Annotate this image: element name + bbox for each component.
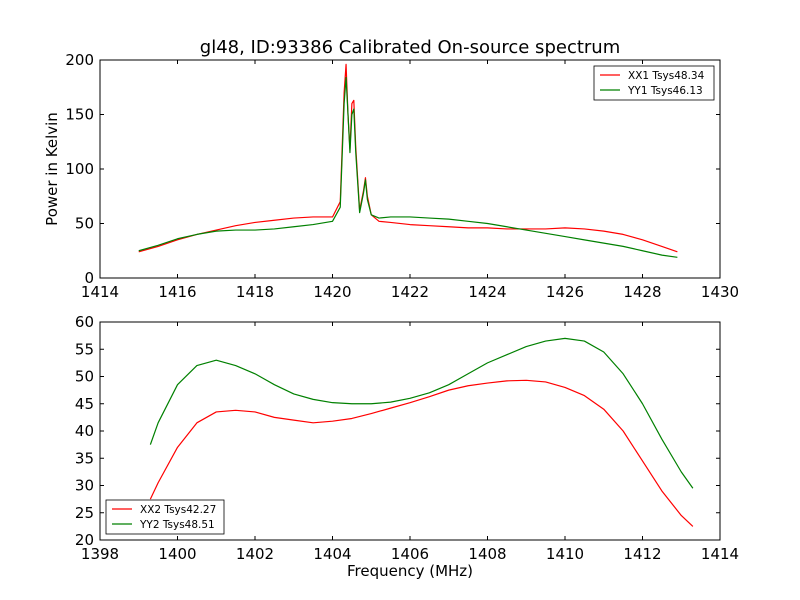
- top-ticks-layer: 1414 1416 1418 1420 1422 1424 1426 1428 1430 0 50 1…: [65, 51, 739, 301]
- top-x-tick-label: 1418: [236, 283, 274, 301]
- top-series-layer: [138, 63, 678, 258]
- bottom-y-tick-label: 20: [75, 531, 94, 549]
- top-x-tick-label: 1430: [701, 283, 739, 301]
- bottom-ticks-layer: 1398 1400 1402 1404 1406 1408 1410 1412 1414 20 25…: [75, 313, 739, 563]
- top-spectrum-panel: 1414 1416 1418 1420 1422 1424 1426 1428 1430 0 50 1…: [43, 51, 739, 301]
- bottom-legend: XX2 Tsys42.27 YY2 Tsys48.51: [105, 499, 225, 535]
- bottom-y-tick-label: 30: [75, 477, 94, 495]
- top-y-tick-label: 100: [65, 160, 94, 178]
- top-legend: XX1 Tsys48.34 YY1 Tsys46.13: [593, 65, 715, 101]
- bottom-x-tick-label: 1412: [623, 545, 661, 563]
- bottom-series-line-1: [149, 337, 694, 489]
- top-series-line-1: [138, 76, 678, 258]
- top-y-tick-label: 150: [65, 106, 94, 124]
- top-legend-label-xx1: XX1 Tsys48.34: [628, 70, 705, 82]
- bottom-series-layer: [149, 337, 694, 527]
- bottom-x-tick-label: 1406: [391, 545, 429, 563]
- bottom-legend-label-xx2: XX2 Tsys42.27: [140, 504, 216, 516]
- top-y-axis-label: Power in Kelvin: [43, 112, 61, 226]
- bottom-y-tick-label: 60: [75, 313, 94, 331]
- bottom-spectrum-panel: 1398 1400 1402 1404 1406 1408 1410 1412 1414 20 25…: [75, 313, 739, 580]
- bottom-x-tick-label: 1404: [313, 545, 351, 563]
- bottom-legend-box: [105, 499, 225, 535]
- chart-title: gl48, ID:93386 Calibrated On-source spec…: [200, 37, 620, 58]
- top-x-tick-label: 1420: [313, 283, 351, 301]
- top-y-tick-label: 50: [75, 215, 94, 233]
- top-y-tick-label: 0: [84, 269, 94, 287]
- top-legend-label-yy1: YY1 Tsys46.13: [627, 85, 703, 97]
- bottom-x-tick-label: 1408: [468, 545, 506, 563]
- bottom-x-tick-label: 1414: [701, 545, 739, 563]
- top-x-tick-label: 1422: [391, 283, 429, 301]
- bottom-x-tick-label: 1410: [546, 545, 584, 563]
- bottom-x-axis-label: Frequency (MHz): [347, 562, 473, 580]
- top-y-tick-label: 200: [65, 51, 94, 69]
- bottom-y-tick-label: 40: [75, 422, 94, 440]
- top-x-tick-label: 1428: [623, 283, 661, 301]
- top-legend-box: [593, 65, 715, 101]
- bottom-y-tick-label: 50: [75, 368, 94, 386]
- top-x-tick-label: 1416: [158, 283, 196, 301]
- bottom-series-line-0: [149, 379, 694, 527]
- bottom-y-tick-label: 55: [75, 340, 94, 358]
- top-x-tick-label: 1424: [468, 283, 506, 301]
- bottom-x-tick-label: 1402: [236, 545, 274, 563]
- bottom-x-tick-label: 1398: [81, 545, 119, 563]
- bottom-y-tick-label: 35: [75, 449, 94, 467]
- bottom-legend-label-yy2: YY2 Tsys48.51: [139, 519, 215, 531]
- top-x-tick-label: 1414: [81, 283, 119, 301]
- bottom-y-tick-label: 25: [75, 504, 94, 522]
- bottom-y-tick-label: 45: [75, 395, 94, 413]
- bottom-x-tick-label: 1400: [158, 545, 196, 563]
- top-x-tick-label: 1426: [546, 283, 584, 301]
